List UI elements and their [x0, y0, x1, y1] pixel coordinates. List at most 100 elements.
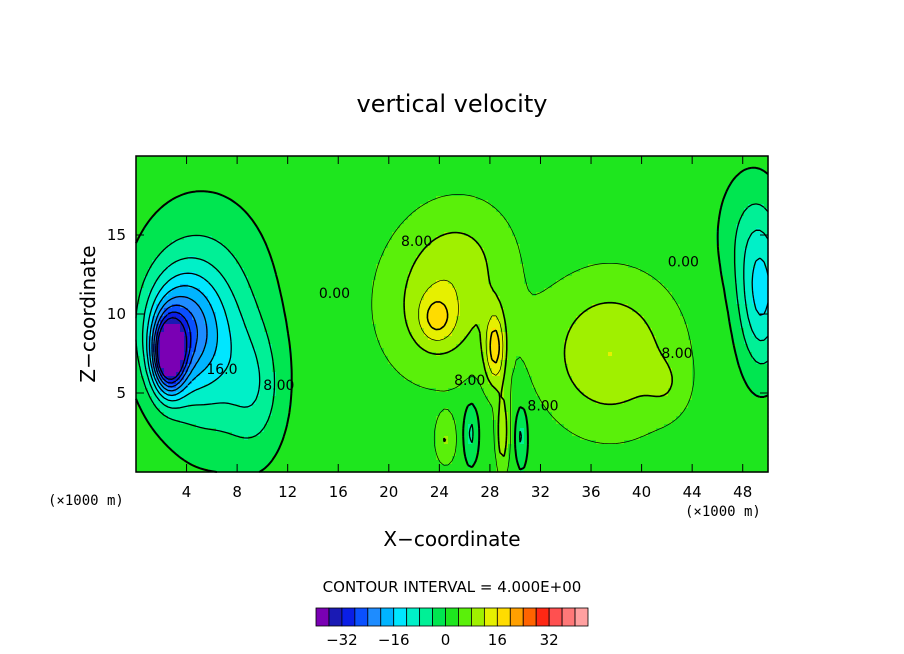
field-cell [468, 460, 477, 465]
field-cell [272, 344, 289, 349]
field-cell [500, 448, 505, 453]
field-cell [136, 180, 733, 185]
colorbar-swatch [393, 607, 408, 627]
field-cell [272, 360, 293, 365]
field-cell [376, 268, 413, 273]
field-cell [628, 264, 721, 269]
field-cell [408, 324, 421, 329]
field-cell [136, 176, 737, 181]
field-cell [268, 420, 289, 425]
field-cell [736, 292, 745, 297]
field-cell [264, 320, 289, 325]
field-cell [136, 452, 177, 457]
field-cell [744, 300, 753, 305]
field-cell [460, 312, 505, 317]
field-cell [388, 360, 485, 365]
field-cell [480, 424, 497, 429]
field-cell [248, 276, 277, 281]
field-cell [432, 304, 445, 309]
field-cell [224, 304, 237, 309]
field-cell [152, 260, 177, 265]
field-cell [144, 412, 165, 417]
field-cell [528, 288, 545, 293]
field-cell [188, 356, 193, 361]
field-cell [516, 364, 525, 369]
field-cell [748, 236, 769, 241]
field-cell [168, 392, 177, 397]
field-cell [480, 344, 489, 349]
field-cell [152, 288, 161, 293]
field-cell [240, 204, 421, 209]
field-cell [720, 260, 737, 265]
field-cell [460, 300, 501, 305]
field-cell [448, 408, 469, 413]
field-cell [728, 304, 741, 309]
colorbar-swatch [354, 607, 369, 627]
field-cell [500, 392, 505, 397]
field-cell [272, 352, 293, 357]
field-cell [656, 344, 693, 349]
field-cell [520, 468, 525, 473]
field-cell [584, 392, 669, 397]
field-cell [196, 320, 205, 325]
field-cell [148, 272, 161, 277]
field-cell [152, 380, 157, 385]
field-cell [504, 388, 513, 393]
field-cell [256, 400, 273, 405]
field-cell [740, 216, 769, 221]
field-cell [500, 416, 509, 421]
field-cell [748, 320, 769, 325]
field-cell [168, 300, 197, 305]
field-cell [180, 328, 185, 333]
field-cell [744, 168, 765, 173]
field-cell [672, 368, 693, 373]
field-cell [144, 316, 149, 321]
field-cell [292, 404, 469, 409]
field-cell [372, 288, 405, 293]
field-cell [436, 444, 457, 449]
field-cell [376, 324, 409, 329]
field-cell [504, 216, 721, 221]
field-cell [564, 356, 665, 361]
field-cell [744, 276, 753, 281]
field-cell [752, 356, 769, 361]
field-cell [384, 348, 425, 353]
field-cell [736, 348, 749, 353]
x-unit-right: (×1000 m) [685, 504, 761, 520]
field-cell [672, 420, 769, 425]
field-cell [380, 256, 417, 261]
field-cell [508, 224, 721, 229]
field-cell [528, 416, 553, 421]
field-cell [160, 276, 173, 281]
field-cell [144, 332, 149, 337]
field-cell [156, 352, 161, 357]
x-tick-label: 4 [182, 483, 192, 501]
field-cell [512, 408, 521, 413]
field-cell [372, 308, 405, 313]
field-cell [272, 264, 377, 269]
field-cell [492, 352, 501, 357]
field-cell [496, 332, 505, 337]
field-cell [260, 432, 285, 437]
field-cell [456, 448, 465, 453]
field-cell [496, 448, 501, 453]
field-cell [204, 348, 217, 353]
field-cell [372, 292, 405, 297]
field-cell [512, 416, 517, 421]
field-cell [732, 180, 769, 185]
field-cell [148, 392, 157, 397]
field-cell [248, 436, 285, 441]
field-cell [156, 280, 169, 285]
field-cell [488, 396, 501, 401]
field-cell [156, 380, 161, 385]
field-cell [212, 304, 225, 309]
field-cell [248, 328, 265, 333]
field-cell [480, 336, 489, 341]
field-cell [136, 220, 149, 225]
field-cell [736, 356, 753, 361]
field-cell [200, 356, 213, 361]
field-cell [148, 296, 157, 301]
field-cell [432, 240, 477, 245]
y-axis-ticks: 5 10 15 [107, 226, 768, 402]
field-cell [472, 428, 481, 433]
